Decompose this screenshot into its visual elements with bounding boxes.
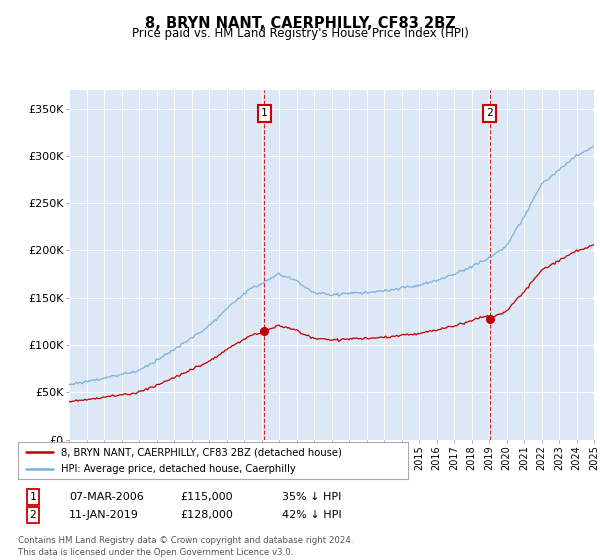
Text: HPI: Average price, detached house, Caerphilly: HPI: Average price, detached house, Caer… (61, 464, 296, 474)
Text: 42% ↓ HPI: 42% ↓ HPI (282, 510, 341, 520)
Text: 1: 1 (29, 492, 37, 502)
Text: Contains HM Land Registry data © Crown copyright and database right 2024.
This d: Contains HM Land Registry data © Crown c… (18, 536, 353, 557)
Text: 07-MAR-2006: 07-MAR-2006 (69, 492, 144, 502)
Text: 2: 2 (486, 108, 493, 118)
Text: 2: 2 (29, 510, 37, 520)
Text: 1: 1 (261, 108, 268, 118)
Text: 11-JAN-2019: 11-JAN-2019 (69, 510, 139, 520)
Text: Price paid vs. HM Land Registry's House Price Index (HPI): Price paid vs. HM Land Registry's House … (131, 27, 469, 40)
Text: 8, BRYN NANT, CAERPHILLY, CF83 2BZ (detached house): 8, BRYN NANT, CAERPHILLY, CF83 2BZ (deta… (61, 447, 342, 457)
Text: 8, BRYN NANT, CAERPHILLY, CF83 2BZ: 8, BRYN NANT, CAERPHILLY, CF83 2BZ (145, 16, 455, 31)
Text: £115,000: £115,000 (180, 492, 233, 502)
Text: 35% ↓ HPI: 35% ↓ HPI (282, 492, 341, 502)
Text: £128,000: £128,000 (180, 510, 233, 520)
